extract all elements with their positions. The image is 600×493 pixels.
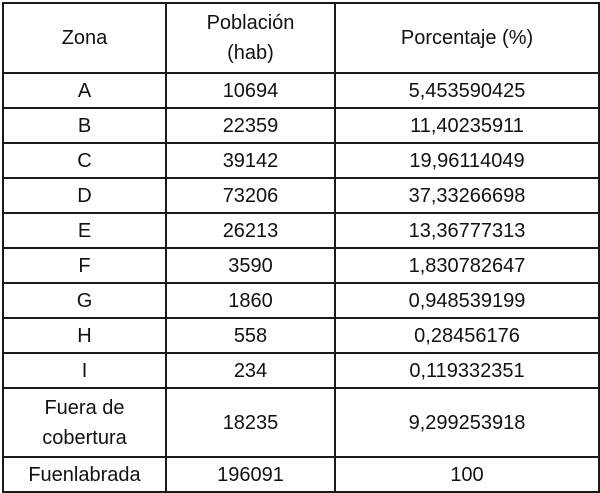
table-row: C 39142 19,96114049: [2, 142, 600, 179]
poblacion-cell: 3590: [165, 247, 336, 284]
table-row: A 10694 5,453590425: [2, 72, 600, 109]
zona-cell: I: [2, 352, 167, 389]
table-row: B 22359 11,40235911: [2, 107, 600, 144]
zona-cell: Fuera de cobertura: [2, 387, 167, 458]
poblacion-cell: 26213: [165, 212, 336, 249]
porcentaje-cell: 19,96114049: [334, 142, 600, 179]
porcentaje-cell: 0,948539199: [334, 282, 600, 319]
poblacion-cell: 558: [165, 317, 336, 354]
zona-cell: C: [2, 142, 167, 179]
porcentaje-cell: 0,28456176: [334, 317, 600, 354]
header-poblacion-line2: (hab): [227, 42, 274, 64]
table-row: H 558 0,28456176: [2, 317, 600, 354]
table-row: Fuera de cobertura 18235 9,299253918: [2, 387, 600, 458]
zona-cell: B: [2, 107, 167, 144]
header-poblacion: Población (hab): [165, 2, 336, 74]
zona-cell: F: [2, 247, 167, 284]
porcentaje-cell: 13,36777313: [334, 212, 600, 249]
poblacion-cell: 10694: [165, 72, 336, 109]
porcentaje-cell: 9,299253918: [334, 387, 600, 458]
header-zona: Zona: [2, 2, 167, 74]
zona-cell: A: [2, 72, 167, 109]
zona-cell: G: [2, 282, 167, 319]
porcentaje-cell: 5,453590425: [334, 72, 600, 109]
header-row: Zona Población (hab) Porcentaje (%): [2, 2, 600, 74]
porcentaje-cell: 0,119332351: [334, 352, 600, 389]
table-row: G 1860 0,948539199: [2, 282, 600, 319]
poblacion-cell: 18235: [165, 387, 336, 458]
porcentaje-cell: 11,40235911: [334, 107, 600, 144]
poblacion-cell: 234: [165, 352, 336, 389]
porcentaje-cell: 37,33266698: [334, 177, 600, 214]
table-row: F 3590 1,830782647: [2, 247, 600, 284]
poblacion-cell: 39142: [165, 142, 336, 179]
zona-cell: E: [2, 212, 167, 249]
poblacion-cell: 1860: [165, 282, 336, 319]
poblacion-cell: 22359: [165, 107, 336, 144]
table-row: E 26213 13,36777313: [2, 212, 600, 249]
table-row: D 73206 37,33266698: [2, 177, 600, 214]
header-poblacion-line1: Población: [206, 12, 295, 34]
zona-cell: H: [2, 317, 167, 354]
poblacion-cell: 73206: [165, 177, 336, 214]
header-porcentaje: Porcentaje (%): [334, 2, 600, 74]
porcentaje-cell: 1,830782647: [334, 247, 600, 284]
zona-cell: D: [2, 177, 167, 214]
table-row: I 234 0,119332351: [2, 352, 600, 389]
